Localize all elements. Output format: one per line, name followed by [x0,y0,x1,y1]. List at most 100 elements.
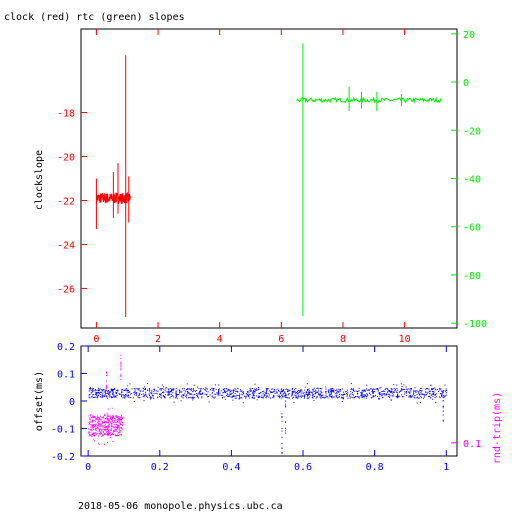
scatter-point-offset [346,394,348,395]
scatter-point-rnd-trip [96,417,98,419]
scatter-point-offset [364,396,366,398]
scatter-point-offset [317,392,319,394]
scatter-point-offset [266,392,267,394]
scatter-point-offset [175,394,177,396]
scatter-point-offset [90,387,91,389]
scatter-point-offset [339,390,341,392]
scatter-point-offset [119,394,121,395]
scatter-point-offset [90,392,92,394]
scatter-point-offset [175,390,177,392]
scatter-point-offset [274,389,275,391]
scatter-point-offset [163,386,165,388]
scatter-point-rnd-trip [108,419,110,421]
scatter-point-offset [400,388,402,390]
scatter-point-offset [169,393,171,395]
scatter-point-offset [378,399,380,400]
scatter-point-offset [135,388,137,390]
scatter-point-offset [402,396,404,398]
scatter-point-offset [372,389,373,391]
scatter-point-offset [265,393,267,395]
scatter-point-offset [389,390,390,391]
scatter-point-offset [189,393,191,395]
scatter-point-offset [220,390,222,392]
scatter-point-offset [266,391,267,393]
scatter-point-offset [162,392,164,393]
scatter-point-offset [143,388,145,390]
scatter-point-offset [410,396,412,398]
scatter-point-offset [389,391,391,393]
scatter-point-offset [256,395,257,397]
scatter-point-offset [371,397,373,399]
scatter-point-rnd-trip [104,413,106,415]
scatter-point-offset [103,391,105,393]
scatter-point-rnd-trip [92,426,94,428]
scatter-point-offset [410,388,412,389]
scatter-point-offset [200,388,202,390]
scatter-point-offset [170,391,172,393]
scatter-point-offset [172,389,174,391]
scatter-point-offset [238,398,240,400]
scatter-point-offset [432,398,434,400]
scatter-outlier-rnd-trip [106,373,108,375]
scatter-point-rnd-trip [119,433,121,435]
scatter-point-offset [431,394,433,396]
scatter-point-offset [414,395,416,397]
scatter-point-rnd-trip [112,425,113,427]
scatter-point-offset [399,390,401,392]
scatter-point-offset [350,382,352,384]
scatter-point-rnd-trip [109,433,111,435]
scatter-point-offset [92,391,94,392]
scatter-point-offset [294,389,295,391]
bottom-left-y-axis-label: offset(ms) [34,371,45,431]
scatter-point-offset [261,397,263,399]
scatter-point-offset [327,397,329,399]
scatter-point-offset [99,388,101,390]
scatter-point-offset [186,389,188,390]
bottom-right-y-axis-label: rnd-trip(ms) [492,392,503,464]
scatter-point-offset [133,391,135,393]
scatter-point-offset [112,394,114,396]
scatter-point-offset [309,390,310,392]
scatter-point-offset [130,393,132,395]
scatter-point-offset [280,392,281,394]
x-tick-label: 1 [443,462,449,473]
scatter-point-offset [333,391,335,393]
scatter-point-rnd-trip [117,432,119,434]
scatter-outlier-offset [442,420,444,422]
scatter-point-offset [258,387,259,388]
scatter-point-offset [278,396,280,398]
scatter-point-offset [230,390,232,392]
scatter-point-offset [230,393,232,395]
scatter-point-offset [377,395,378,397]
scatter-point-offset [354,396,356,398]
scatter-point-offset [263,395,265,397]
scatter-point-offset [108,396,110,398]
scatter-point-offset [400,390,402,392]
scatter-point-offset [325,390,327,392]
scatter-point-offset [299,390,301,392]
scatter-point-offset [295,395,297,397]
scatter-point-offset [223,389,225,391]
scatter-point-offset [122,388,124,390]
scatter-point-rnd-trip [91,420,93,422]
scatter-point-rnd-trip [92,423,94,425]
scatter-point-offset [353,391,355,392]
scatter-point-offset [189,394,191,396]
scatter-point-offset [130,397,132,398]
scatter-point-offset [207,396,209,398]
scatter-point-offset [432,393,434,395]
scatter-point-offset [382,397,384,398]
scatter-point-offset [231,392,233,394]
scatter-point-offset [388,394,390,395]
scatter-point-offset [435,396,437,398]
scatter-point-offset [225,398,226,400]
scatter-point-offset [336,388,338,390]
scatter-point-offset [246,394,248,396]
scatter-point-rnd-trip [90,421,92,423]
scatter-point-offset [124,396,126,397]
scatter-point-offset [377,388,378,389]
scatter-point-offset [300,389,302,391]
scatter-point-rnd-trip [120,418,122,420]
scatter-point-offset [311,392,313,394]
scatter-point-rnd-trip [97,420,99,422]
